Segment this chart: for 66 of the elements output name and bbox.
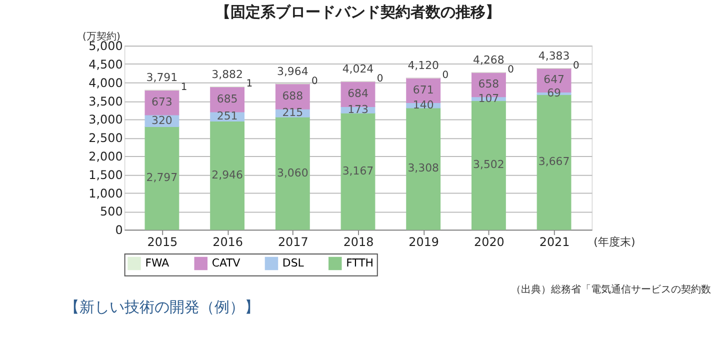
x-axis-title: (年度末) xyxy=(594,236,636,249)
data-label: 69 xyxy=(547,86,562,100)
data-label: 3,502 xyxy=(473,158,504,172)
data-label: 684 xyxy=(348,87,368,100)
x-tick-label: 2020 xyxy=(474,235,504,250)
y-tick-label: 1,500 xyxy=(88,168,123,182)
bar xyxy=(340,112,376,230)
y-tick-label: 4,500 xyxy=(88,58,123,72)
legend-label: CATV xyxy=(212,256,241,270)
y-tick-label: 2,500 xyxy=(88,131,123,146)
legend-label: FTTH xyxy=(346,256,374,270)
data-label: 251 xyxy=(216,110,238,123)
chart-title: 【固定系ブロードバンド契約者数の推移】 xyxy=(216,2,500,21)
data-label: 2,946 xyxy=(212,168,243,182)
data-label: 1 xyxy=(180,82,188,94)
data-label: 688 xyxy=(282,89,304,102)
data-label: 3,667 xyxy=(538,155,570,168)
data-label: 320 xyxy=(152,114,172,127)
legend-label: FWA xyxy=(145,256,170,270)
data-label: 671 xyxy=(412,83,434,96)
y-tick-label: 500 xyxy=(100,204,123,219)
data-label: 673 xyxy=(152,96,172,109)
bar xyxy=(210,120,245,230)
total-label: 4,120 xyxy=(408,59,440,72)
bar xyxy=(144,90,180,116)
data-label: 0 xyxy=(442,70,449,82)
data-label: 140 xyxy=(412,98,434,112)
x-tick-label: 2018 xyxy=(343,235,374,250)
text: 【新しい技術の開発（例）】 xyxy=(64,298,260,316)
bar xyxy=(406,108,441,230)
x-tick-label: 2021 xyxy=(539,235,570,250)
x-tick-label: 2015 xyxy=(147,235,178,250)
x-tick-label: 2017 xyxy=(278,235,308,250)
data-label: 3,308 xyxy=(408,162,440,175)
total-label: 3,882 xyxy=(212,68,243,81)
total-label: 3,791 xyxy=(146,71,178,84)
y-tick-label: 3,500 xyxy=(88,94,123,108)
y-tick-label: 1,000 xyxy=(88,186,123,200)
data-label: 3,060 xyxy=(277,166,308,180)
y-tick-label: 0 xyxy=(115,223,123,238)
data-label: 647 xyxy=(544,73,565,86)
data-label: 0 xyxy=(508,64,514,76)
data-label: 3,167 xyxy=(342,164,374,178)
data-label: 685 xyxy=(216,92,238,106)
total-label: 3,964 xyxy=(277,64,308,78)
bar xyxy=(210,86,245,112)
bar xyxy=(144,126,180,230)
x-tick-label: 2019 xyxy=(408,235,440,250)
data-label: 2,797 xyxy=(146,171,178,184)
legend-label: DSL xyxy=(282,256,305,270)
data-label: 0 xyxy=(312,76,318,87)
data-label: 1 xyxy=(246,78,253,90)
y-tick-label: 3,000 xyxy=(88,112,123,127)
text: （出典）総務省「電気通信サービスの契約数 xyxy=(511,283,712,296)
total-label: 4,024 xyxy=(342,62,374,76)
data-label: 173 xyxy=(348,102,368,116)
y-tick-label: 4,000 xyxy=(88,76,123,90)
x-tick-label: 2016 xyxy=(212,235,243,250)
data-label: 0 xyxy=(376,74,384,85)
data-label: 0 xyxy=(572,60,580,72)
y-tick-label: 2,000 xyxy=(88,149,123,164)
bar xyxy=(275,116,310,230)
data-label: 215 xyxy=(282,106,304,120)
total-label: 4,383 xyxy=(538,49,570,62)
data-label: 658 xyxy=(478,78,500,91)
total-label: 4,268 xyxy=(473,54,504,67)
